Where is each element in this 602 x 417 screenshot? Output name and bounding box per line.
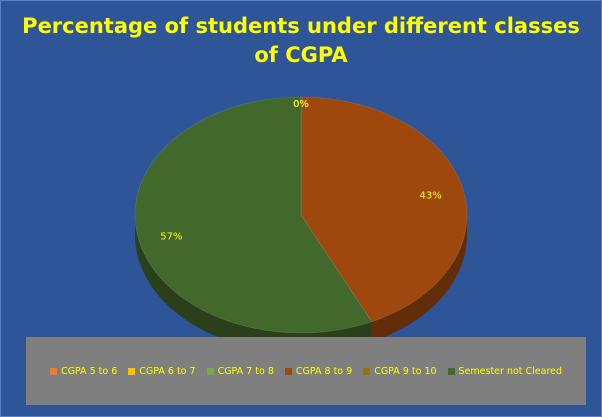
legend-swatch [284, 367, 292, 375]
legend-item-cgpa-7-to-8: CGPA 7 to 8 [206, 365, 274, 377]
legend-item-cgpa-8-to-9: CGPA 8 to 9 [284, 365, 353, 377]
legend-item-cgpa-9-to-10: CGPA 9 to 10 [363, 365, 437, 377]
pie-side-semester-not-cleared [135, 215, 372, 353]
pie-slices [134, 96, 468, 334]
legend-label: CGPA 6 to 7 [139, 365, 196, 377]
legend-label: Semester not Cleared [458, 365, 563, 377]
legend-swatch [206, 367, 214, 375]
legend-label: CGPA 5 to 6 [60, 365, 118, 377]
legend-label: CGPA 7 to 8 [217, 365, 274, 377]
pie-side-cgpa-8-to-9 [371, 215, 467, 342]
pie-label-semester-not-cleared: 57% [160, 232, 182, 243]
pie-label-cgpa-8-to-9: 43% [419, 190, 441, 201]
chart-legend: CGPA 5 to 6 CGPA 6 to 7 CGPA 7 to 8 CGPA 8 … [26, 337, 586, 405]
chart-title-line-2: of CGPA [254, 43, 348, 67]
legend-swatch [128, 367, 136, 375]
pie-slice-cgpa-8-to-9 [300, 96, 468, 323]
legend-swatch [447, 367, 455, 375]
pie-depth [135, 215, 467, 353]
pie-label-cgpa-9-to-10: 0% [293, 99, 309, 110]
legend-swatch [49, 367, 57, 375]
legend-item-cgpa-6-to-7: CGPA 6 to 7 [128, 365, 196, 377]
pie-labels: 0%43%0%57% [160, 99, 441, 243]
pie-label-cgpa-6-to-7: 0% [293, 99, 309, 110]
legend-label: CGPA 9 to 10 [374, 365, 437, 377]
chart-title-line-1: Percentage of students under different c… [22, 14, 580, 38]
legend-swatch [363, 367, 371, 375]
legend-item-semester-not-cleared: Semester not Cleared [447, 365, 563, 377]
legend-label: CGPA 8 to 9 [295, 365, 353, 377]
pie-slice-semester-not-cleared [134, 96, 373, 334]
legend-item-cgpa-5-to-6: CGPA 5 to 6 [49, 365, 118, 377]
chart-title: Percentage of students under different c… [0, 12, 602, 70]
